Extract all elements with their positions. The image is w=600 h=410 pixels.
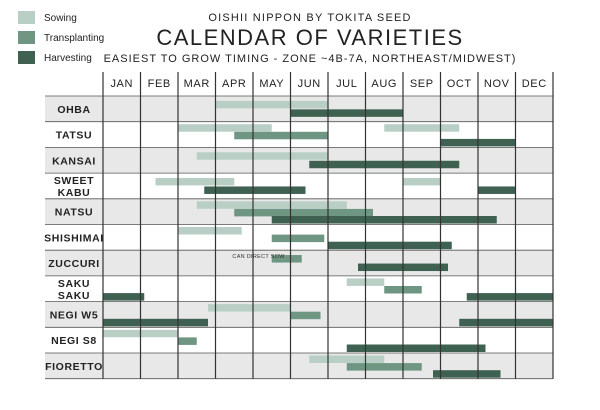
bar-harvesting <box>466 293 553 301</box>
legend-label-harvesting: Harvesting <box>44 53 92 64</box>
chart-subtitle: EASIEST TO GROW TIMING - ZONE ~4B-7A, NO… <box>104 53 517 65</box>
bar-transplanting <box>271 234 325 243</box>
month-gridlines <box>102 72 554 379</box>
variety-label: KABU <box>58 187 91 199</box>
legend: Sowing Transplanting Harvesting <box>18 11 104 64</box>
month-label: MAR <box>184 78 210 90</box>
month-label: FEB <box>148 78 171 90</box>
bar-sowing <box>196 152 328 160</box>
variety-label: SHISHIMAI <box>44 232 104 244</box>
bar-sowing <box>403 177 441 186</box>
variety-label: SAKU <box>58 278 90 290</box>
bar-sowing <box>178 124 272 132</box>
month-label: NOV <box>484 78 510 90</box>
row-band <box>45 147 553 174</box>
chart-title: CALENDAR OF VARIETIES <box>156 25 463 50</box>
month-label: JUL <box>336 78 357 90</box>
variety-label: SWEET <box>54 175 94 187</box>
bar-sowing <box>309 355 385 363</box>
annotations: CAN DIRECT SOW <box>232 254 285 260</box>
annotation-label: CAN DIRECT SOW <box>232 254 285 260</box>
month-labels: JAN FEB MAR APR MAY JUN JUL AUG SEP OCT NOV DEC <box>110 78 546 90</box>
variety-label: FIORETTO <box>45 361 103 373</box>
bar-transplanting <box>234 131 328 140</box>
variety-label: NEGI W5 <box>50 309 99 321</box>
legend-label-transplanting: Transplanting <box>44 33 104 44</box>
bar-transplanting <box>178 337 197 345</box>
bar-sowing <box>178 227 242 235</box>
month-label: JAN <box>110 78 133 90</box>
variety-label: SAKU <box>58 290 90 302</box>
bar-transplanting <box>346 363 422 371</box>
variety-label: NATSU <box>55 207 93 219</box>
variety-label: NEGI S8 <box>51 335 97 347</box>
legend-swatch-harvesting <box>18 51 35 64</box>
variety-label: OHBA <box>57 104 90 116</box>
row-band <box>45 250 553 276</box>
bar-harvesting <box>103 293 145 301</box>
month-label: SEP <box>410 78 434 90</box>
variety-label: KANSAI <box>52 155 96 167</box>
bar-transplanting <box>290 311 321 320</box>
variety-label: ZUCCURI <box>48 258 99 270</box>
bar-harvesting <box>204 186 306 194</box>
bar-harvesting <box>271 216 497 224</box>
month-label: AUG <box>371 78 397 90</box>
month-label: OCT <box>447 78 472 90</box>
month-label: JUN <box>298 78 321 90</box>
bar-harvesting <box>433 370 501 378</box>
month-label: APR <box>222 78 246 90</box>
bar-sowing <box>196 201 347 209</box>
bar-harvesting <box>459 318 553 327</box>
bar-harvesting <box>309 160 460 169</box>
bar-harvesting <box>346 344 486 352</box>
bar-transplanting <box>271 255 302 263</box>
month-label: DEC <box>522 78 547 90</box>
bar-sowing <box>215 100 328 109</box>
bar-harvesting <box>478 186 516 194</box>
bar-sowing <box>155 177 235 186</box>
bar-harvesting <box>103 318 208 327</box>
bar-sowing <box>208 304 291 312</box>
bar-sowing <box>384 124 460 132</box>
legend-label-sowing: Sowing <box>44 13 77 24</box>
bar-harvesting <box>290 109 403 117</box>
month-label: MAY <box>259 78 284 90</box>
legend-swatch-sowing <box>18 11 35 24</box>
row-band <box>45 173 553 199</box>
legend-swatch-transplanting <box>18 31 35 44</box>
brand-name: OISHII NIPPON BY TOKITA SEED <box>208 12 411 24</box>
variety-label: TATSU <box>56 130 92 142</box>
bar-transplanting <box>234 208 373 217</box>
bar-harvesting <box>328 241 452 250</box>
row-band <box>45 96 553 122</box>
